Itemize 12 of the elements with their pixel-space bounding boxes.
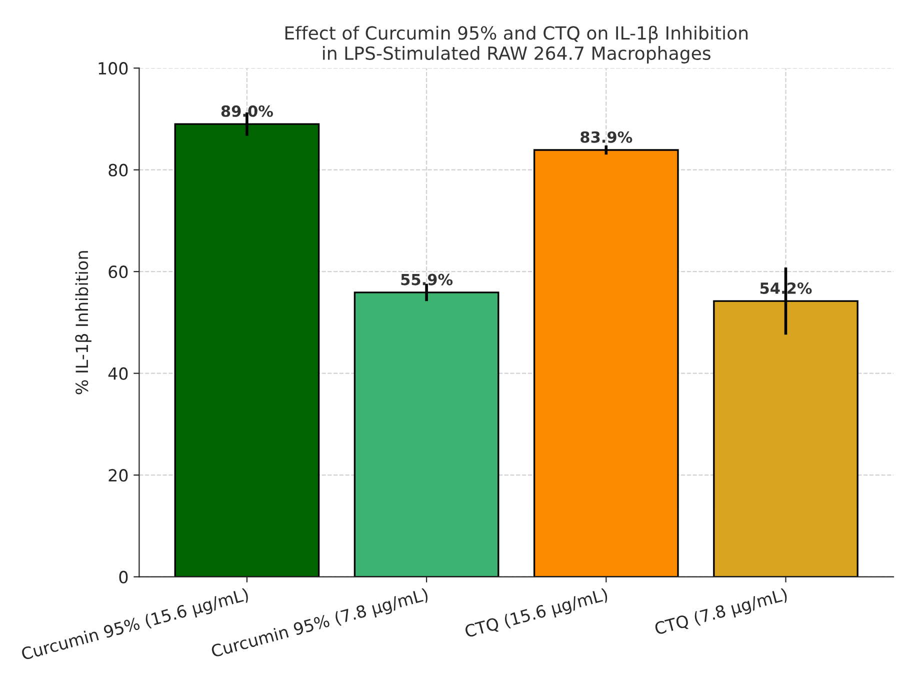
chart-title: Effect of Curcumin 95% and CTQ on IL-1β Inhibition in LPS-Stimulated RAW 264.7 Macrophages <box>285 26 748 64</box>
data-label: 83.9% <box>580 131 632 143</box>
y-tick-label: 0 <box>119 570 128 584</box>
y-tick-label: 80 <box>108 164 128 176</box>
y-tick-label: 60 <box>108 266 128 278</box>
data-label: 89.0% <box>221 105 273 117</box>
y-tick-label: 40 <box>108 367 128 380</box>
y-axis-title: % IL-1β Inhibition <box>75 251 92 394</box>
y-tick-label: 100 <box>98 62 128 75</box>
y-tick-label: 20 <box>108 469 128 482</box>
data-label: 55.9% <box>401 274 453 286</box>
bar <box>533 149 679 577</box>
